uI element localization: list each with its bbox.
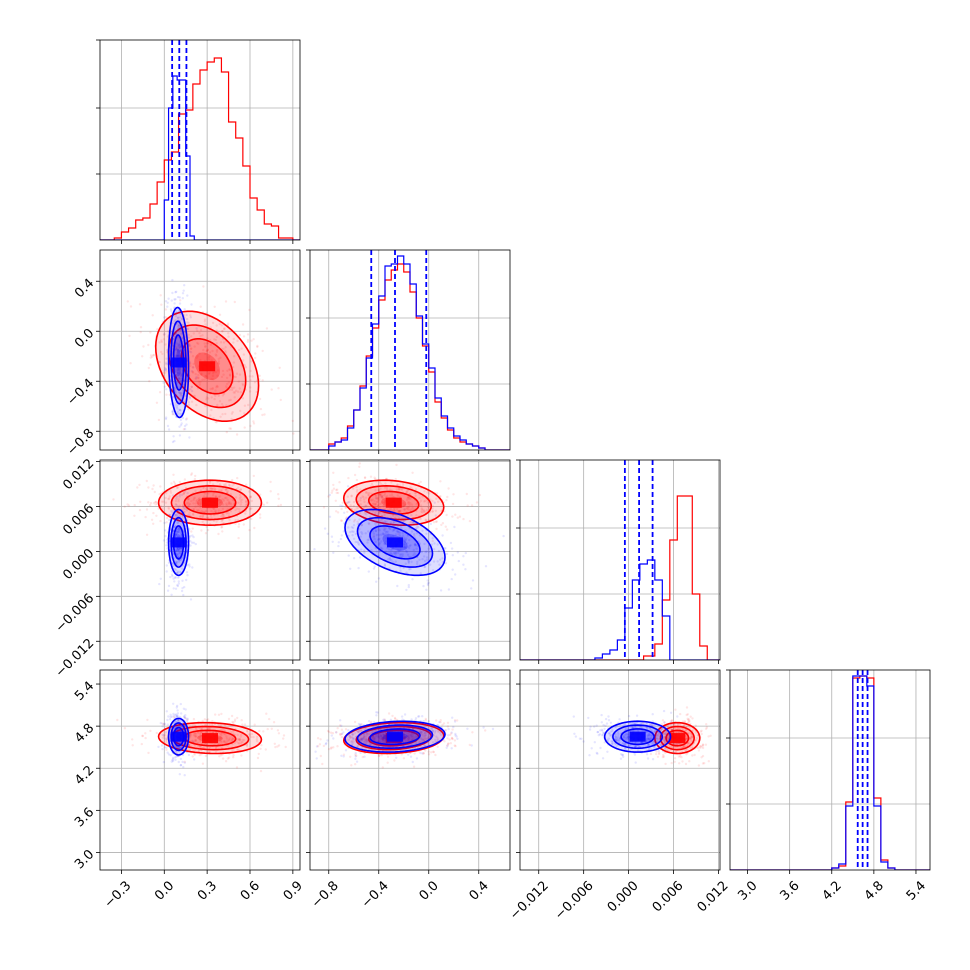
- contour-red: [342, 721, 445, 755]
- contour-red: [355, 485, 433, 521]
- contour-blue: [369, 728, 421, 746]
- contour-blue: [620, 728, 655, 746]
- contour-red: [355, 725, 433, 751]
- panel-frame-1-1: [309, 249, 511, 451]
- scatter-panel-4: [310, 670, 510, 870]
- y-tick-label: 0.000: [60, 546, 97, 583]
- histogram-blue-1: [310, 255, 510, 450]
- contour-blue: [603, 720, 672, 753]
- y-tick-label: 3.0: [72, 847, 97, 872]
- panel-frame-3-0: [99, 669, 301, 871]
- contour-red: [180, 337, 234, 395]
- contour-blue: [612, 724, 664, 750]
- histogram-red-3: [730, 675, 930, 870]
- x-tick-label: −0.4: [359, 878, 392, 911]
- contour-blue: [167, 306, 190, 419]
- contour-red: [157, 721, 263, 755]
- density-peak-red: [669, 733, 686, 744]
- panel-frame-3-3: [729, 669, 931, 871]
- histogram-panel-3: [730, 670, 930, 870]
- contour-blue: [369, 525, 421, 560]
- x-tick-label: −0.3: [102, 878, 135, 911]
- x-tick-label: 0.9: [281, 878, 306, 903]
- y-tick-label: −0.8: [64, 426, 97, 459]
- density-peak-blue: [387, 537, 403, 548]
- contour-red: [154, 310, 260, 423]
- histogram-blue-2: [520, 559, 720, 660]
- x-tick-label: 0.0: [417, 878, 442, 903]
- density-peak-blue: [629, 731, 646, 742]
- contour-blue: [167, 508, 190, 577]
- panel-frame-1-0: [99, 249, 301, 451]
- contour-red: [367, 490, 420, 515]
- density-peak-red: [202, 497, 218, 508]
- y-tick-label: 3.6: [72, 805, 97, 830]
- histogram-red-2: [520, 495, 720, 660]
- scatter-panel-1: [100, 460, 300, 660]
- panel-frame-3-1: [309, 669, 511, 871]
- y-tick-label: −0.006: [53, 591, 98, 636]
- density-peak-red: [202, 733, 218, 744]
- contour-blue: [167, 717, 190, 756]
- contour-red: [183, 490, 237, 515]
- x-tick-label: −0.006: [552, 878, 597, 923]
- panel-frame-2-1: [309, 459, 511, 661]
- y-tick-label: −0.012: [53, 636, 98, 681]
- contour-blue: [356, 724, 434, 750]
- panel-frame-0-0: [99, 39, 301, 241]
- histogram-red-1: [310, 263, 510, 450]
- histogram-blue-3: [730, 675, 930, 870]
- y-tick-label: 4.8: [72, 721, 97, 746]
- x-tick-label: −0.8: [309, 878, 342, 911]
- contour-red: [170, 485, 250, 521]
- panel-frame-3-2: [519, 669, 721, 871]
- x-tick-label: 0.3: [195, 878, 220, 903]
- x-tick-label: 4.8: [862, 878, 887, 903]
- density-peak-blue: [170, 731, 187, 742]
- y-tick-label: 0.012: [60, 456, 97, 493]
- x-tick-label: 4.2: [820, 878, 845, 903]
- histogram-panel-0: [100, 40, 300, 240]
- contour-red: [665, 729, 690, 747]
- density-peak-blue: [170, 357, 187, 368]
- x-tick-label: 3.6: [777, 878, 802, 903]
- contour-red: [157, 479, 263, 526]
- x-tick-label: 0.6: [238, 878, 263, 903]
- density-peak-blue: [170, 537, 187, 548]
- contour-blue: [344, 720, 446, 753]
- histogram-blue-0: [100, 75, 300, 240]
- x-tick-label: 0.000: [605, 878, 642, 915]
- contour-blue: [356, 516, 434, 568]
- x-tick-label: 0.006: [650, 878, 687, 915]
- histogram-red-0: [100, 57, 300, 240]
- scatter-panel-5: [520, 670, 720, 870]
- x-tick-label: 0.012: [695, 878, 732, 915]
- contour-red: [654, 721, 701, 755]
- density-peak-red: [199, 361, 216, 372]
- x-tick-label: 0.0: [152, 878, 177, 903]
- y-tick-label: −0.4: [64, 376, 97, 409]
- panel-frame-2-2: [519, 459, 721, 661]
- histogram-panel-2: [520, 460, 720, 660]
- x-tick-label: 5.4: [904, 878, 929, 903]
- scatter-panel-3: [100, 670, 300, 870]
- y-tick-label: 5.4: [72, 679, 97, 704]
- histogram-panel-1: [310, 250, 510, 450]
- density-peak-blue: [387, 731, 403, 742]
- y-tick-label: 0.0: [72, 326, 97, 351]
- x-tick-label: −0.012: [507, 878, 552, 923]
- x-tick-label: 3.0: [735, 878, 760, 903]
- contour-red: [659, 725, 695, 751]
- contour-blue: [344, 508, 446, 577]
- panel-frame-2-0: [99, 459, 301, 661]
- contour-red: [367, 729, 420, 747]
- scatter-panel-0: [100, 250, 300, 450]
- density-peak-red: [385, 497, 402, 508]
- x-tick-label: 0.4: [467, 878, 492, 903]
- scatter-panel-2: [310, 460, 510, 660]
- y-tick-label: 4.2: [72, 763, 97, 788]
- y-tick-label: 0.4: [72, 276, 97, 301]
- y-tick-label: 0.006: [60, 501, 97, 538]
